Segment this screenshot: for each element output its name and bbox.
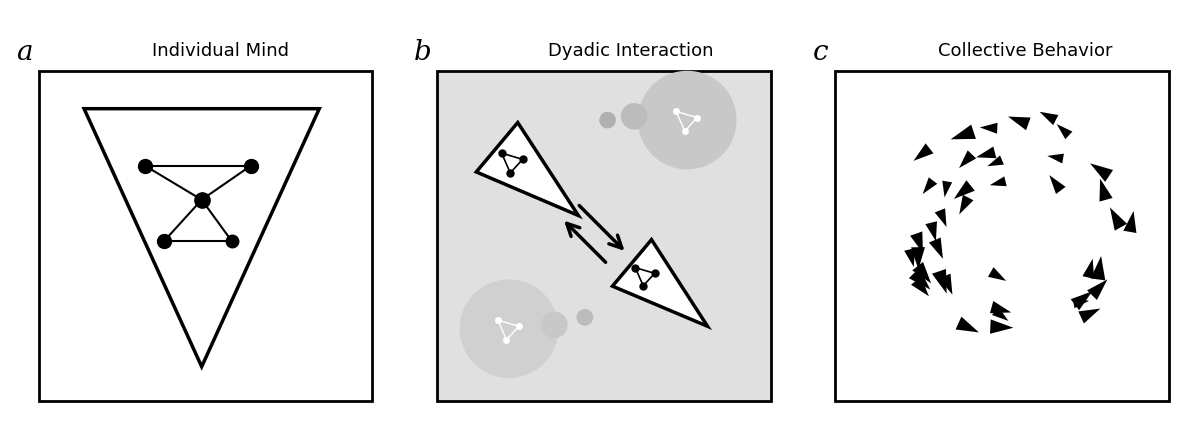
Text: c: c: [812, 39, 828, 65]
Polygon shape: [476, 122, 578, 215]
Polygon shape: [988, 155, 1004, 166]
Polygon shape: [911, 277, 929, 296]
Polygon shape: [950, 125, 976, 139]
Text: b: b: [414, 39, 432, 65]
Polygon shape: [992, 307, 1008, 321]
Polygon shape: [612, 240, 708, 326]
Polygon shape: [959, 150, 977, 168]
Polygon shape: [1123, 211, 1136, 233]
Circle shape: [638, 71, 737, 170]
Polygon shape: [988, 267, 1006, 281]
Polygon shape: [1099, 179, 1112, 202]
Polygon shape: [1039, 112, 1058, 125]
Polygon shape: [925, 221, 937, 241]
Polygon shape: [913, 143, 934, 161]
Polygon shape: [990, 301, 1012, 313]
Bar: [38, 71, 372, 401]
Polygon shape: [942, 181, 952, 197]
Polygon shape: [1008, 117, 1031, 130]
Circle shape: [576, 309, 593, 326]
Polygon shape: [1049, 175, 1066, 194]
Polygon shape: [908, 268, 930, 290]
Polygon shape: [911, 247, 925, 270]
Polygon shape: [976, 146, 996, 158]
Circle shape: [541, 312, 568, 338]
Bar: [835, 71, 1169, 401]
Text: Collective Behavior: Collective Behavior: [937, 42, 1112, 61]
Polygon shape: [954, 180, 974, 199]
Polygon shape: [938, 274, 953, 295]
Polygon shape: [1070, 291, 1092, 310]
Polygon shape: [955, 317, 979, 332]
Polygon shape: [923, 177, 937, 194]
Polygon shape: [1073, 299, 1090, 308]
Text: Dyadic Interaction: Dyadic Interaction: [547, 42, 713, 61]
Polygon shape: [932, 269, 947, 294]
Circle shape: [460, 279, 558, 378]
Circle shape: [620, 103, 648, 129]
Polygon shape: [959, 195, 973, 214]
Circle shape: [599, 112, 616, 129]
Polygon shape: [929, 238, 943, 259]
Polygon shape: [1082, 259, 1094, 279]
Polygon shape: [1110, 207, 1127, 231]
Polygon shape: [910, 231, 923, 253]
Polygon shape: [1057, 124, 1073, 139]
Polygon shape: [912, 262, 931, 283]
Polygon shape: [1090, 163, 1114, 182]
Polygon shape: [990, 320, 1013, 334]
Polygon shape: [1087, 279, 1108, 300]
Bar: [437, 71, 770, 401]
Polygon shape: [990, 176, 1007, 186]
Text: Individual Mind: Individual Mind: [152, 42, 289, 61]
Polygon shape: [1091, 256, 1105, 280]
Polygon shape: [979, 123, 997, 134]
Polygon shape: [1048, 154, 1064, 163]
Polygon shape: [935, 208, 947, 227]
Polygon shape: [904, 248, 916, 267]
Polygon shape: [1079, 308, 1100, 324]
Text: a: a: [16, 39, 32, 65]
